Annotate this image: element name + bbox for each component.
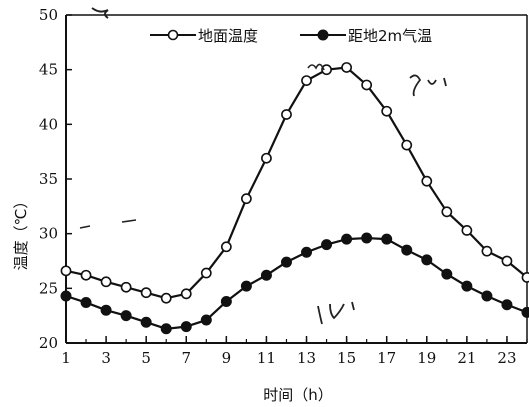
legend-marker-air — [317, 29, 329, 41]
data-point — [321, 239, 333, 251]
x-tick-label: 7 — [181, 349, 191, 367]
x-tick-label: 9 — [222, 349, 232, 367]
data-point — [200, 267, 212, 279]
data-point — [261, 152, 272, 164]
data-point — [341, 62, 353, 73]
data-point — [160, 323, 172, 335]
x-axis-title: 时间（h） — [263, 386, 333, 404]
data-point — [401, 139, 413, 151]
data-point — [80, 269, 92, 281]
data-point — [180, 321, 192, 333]
data-point — [240, 193, 252, 205]
x-tick-label: 17 — [377, 349, 396, 367]
legend-item-surface: 地面温度 — [150, 27, 258, 45]
x-tick-label: 13 — [297, 349, 316, 367]
legend: 地面温度 距地2m气温 — [150, 27, 432, 45]
data-point — [381, 233, 393, 245]
scribble-peak — [307, 63, 325, 71]
y-axis: 20 25 30 35 40 45 50 — [39, 6, 72, 352]
data-point — [321, 64, 332, 76]
x-tick-label: 11 — [257, 349, 276, 367]
data-point — [240, 280, 252, 292]
data-point — [80, 297, 92, 309]
y-tick-label: 50 — [39, 6, 58, 24]
data-point — [301, 246, 313, 258]
y-tick-label: 35 — [39, 170, 58, 188]
series-line — [65, 66, 528, 300]
handwritten-marks — [79, 7, 447, 325]
series-layer — [60, 62, 529, 335]
data-point — [100, 276, 112, 288]
data-point — [60, 265, 72, 277]
series-surface-temperature — [60, 62, 529, 304]
x-tick-label: 21 — [457, 349, 476, 367]
legend-marker-surface — [167, 29, 179, 41]
data-point — [140, 287, 152, 299]
data-point — [60, 290, 72, 302]
x-tick-label: 5 — [141, 349, 151, 367]
y-tick-label: 45 — [39, 61, 58, 79]
data-point — [120, 310, 132, 322]
y-tick-label: 25 — [39, 279, 58, 297]
data-point — [140, 316, 152, 328]
data-point — [441, 206, 453, 218]
legend-item-air: 距地2m气温 — [300, 27, 432, 45]
x-tick-label: 3 — [101, 349, 111, 367]
scribble-upper-right — [409, 74, 447, 97]
data-point — [501, 299, 513, 311]
series-air-temperature-2m — [60, 232, 529, 335]
data-point — [521, 272, 529, 283]
data-point — [220, 241, 232, 253]
legend-label-air: 距地2m气温 — [348, 27, 432, 45]
x-tick-label: 1 — [61, 349, 71, 367]
series-line — [65, 236, 528, 330]
data-point — [421, 254, 433, 266]
data-point — [481, 245, 493, 257]
data-point — [180, 288, 192, 300]
data-point — [120, 281, 132, 293]
data-point — [280, 256, 292, 268]
x-axis: 1 3 5 7 9 11 13 15 17 19 21 23 — [61, 336, 528, 367]
y-tick-label: 40 — [39, 115, 58, 133]
y-tick-label: 20 — [39, 334, 58, 352]
x-tick-label: 15 — [337, 349, 356, 367]
data-point — [421, 175, 433, 187]
data-point — [521, 306, 529, 318]
data-point — [441, 268, 453, 280]
data-point — [260, 269, 272, 281]
scribble-left — [79, 219, 137, 229]
data-point — [481, 290, 493, 302]
data-point — [361, 79, 373, 91]
data-point — [301, 75, 312, 86]
legend-label-surface: 地面温度 — [198, 27, 258, 45]
scribble-top — [91, 7, 109, 19]
data-point — [160, 292, 172, 304]
data-point — [200, 314, 212, 326]
data-point — [381, 105, 393, 117]
data-point — [501, 255, 513, 267]
data-point — [361, 232, 373, 244]
data-point — [341, 233, 353, 245]
x-tick-label: 19 — [417, 349, 436, 367]
data-point — [461, 280, 473, 292]
x-tick-label: 23 — [497, 349, 516, 367]
data-point — [281, 109, 292, 120]
y-axis-title: 温度（℃） — [12, 194, 30, 271]
scribble-middle — [317, 301, 355, 325]
data-point — [401, 244, 413, 256]
plot-area — [65, 14, 528, 344]
y-tick-label: 30 — [39, 225, 58, 243]
data-point — [220, 295, 232, 307]
data-point — [461, 224, 473, 236]
data-point — [100, 304, 112, 316]
